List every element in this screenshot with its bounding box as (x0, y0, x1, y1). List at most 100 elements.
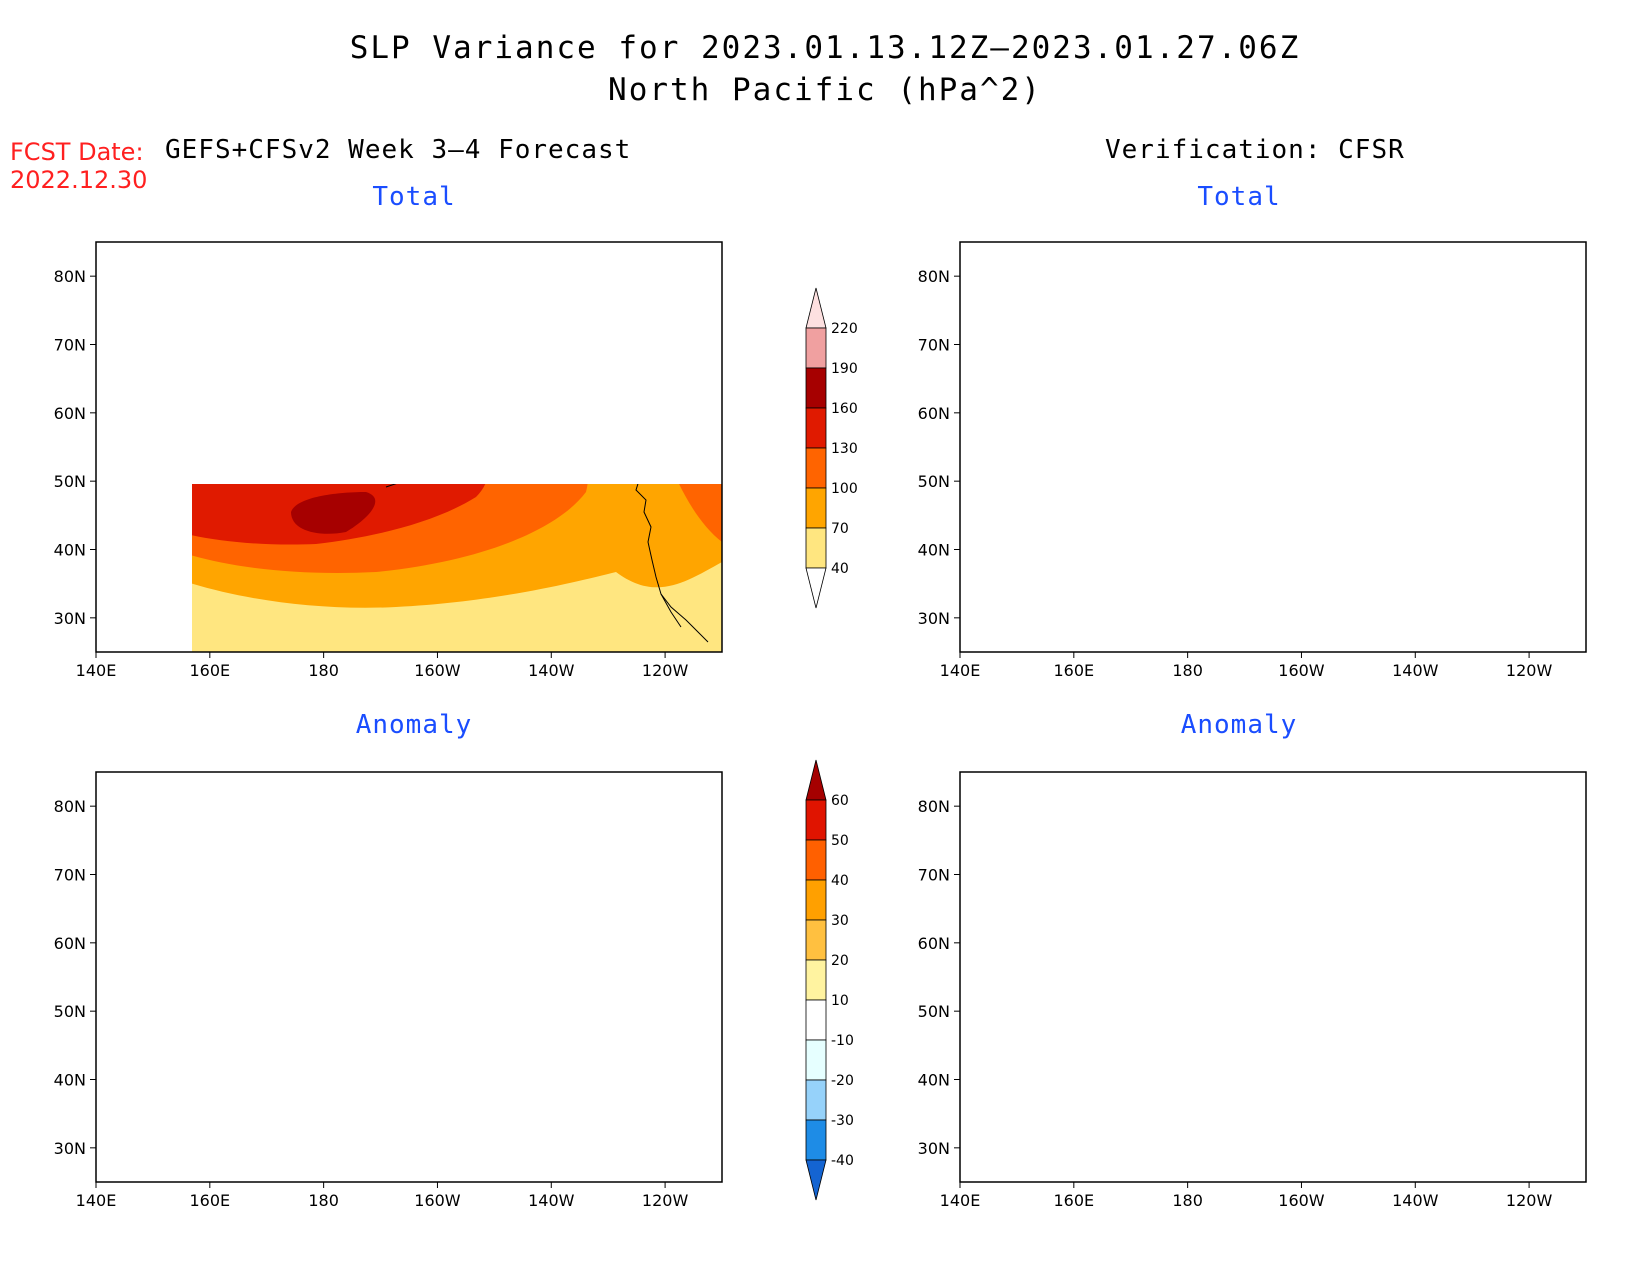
lon-tick-label: 160E (189, 1191, 230, 1210)
lon-tick-label: 140E (76, 1191, 117, 1210)
colorbar-anomaly-box (805, 1039, 827, 1081)
colorbar-anomaly-label: 50 (831, 833, 849, 849)
colorbar-anomaly-box (805, 1079, 827, 1121)
map-forecast-total (95, 241, 723, 653)
fcst-date-label: FCST Date: (10, 138, 144, 166)
colorbar-anomaly-cap-bottom (805, 1159, 827, 1201)
lat-tick-label: 40N (918, 1071, 950, 1090)
map-verification-anomaly (959, 771, 1587, 1183)
lon-tick-label: 140W (528, 661, 575, 680)
lat-tick-label: 30N (54, 1139, 86, 1158)
colorbar-anomaly-box (805, 919, 827, 961)
lon-tick-label: 160W (414, 1191, 461, 1210)
colorbar-anomaly-label: 40 (831, 873, 849, 889)
colorbar-anomaly-label: 60 (831, 793, 849, 809)
colorbar-anomaly-cap-top (805, 759, 827, 801)
colorbar-anomaly-label: 10 (831, 993, 849, 1009)
colorbar-total-box (805, 527, 827, 569)
map-forecast-anomaly (95, 771, 723, 1183)
lon-tick-label: 140E (940, 661, 981, 680)
lat-tick-label: 70N (54, 866, 86, 885)
colorbar-total-label: 130 (831, 441, 858, 457)
colorbar-anomaly-label: -30 (831, 1113, 854, 1129)
lat-tick-label: 30N (54, 609, 86, 628)
panel-title-verification-anomaly: Anomaly (1180, 710, 1298, 740)
colorbar-total-label: 190 (831, 361, 858, 377)
main-title: SLP Variance for 2023.01.13.12Z–2023.01.… (349, 30, 1301, 66)
panel-title-forecast-total: Total (372, 182, 456, 212)
lat-tick-label: 50N (54, 472, 86, 491)
lat-tick-label: 30N (918, 609, 950, 628)
lat-tick-label: 50N (54, 1002, 86, 1021)
lat-tick-label: 70N (54, 336, 86, 355)
lat-tick-label: 70N (918, 336, 950, 355)
colorbar-anomaly-label: -20 (831, 1073, 854, 1089)
verification-column-title: Verification: CFSR (1105, 135, 1405, 165)
lat-tick-label: 60N (918, 404, 950, 423)
lon-tick-label: 160E (1053, 661, 1094, 680)
lat-tick-label: 60N (54, 404, 86, 423)
colorbar-anomaly-box (805, 999, 827, 1041)
lon-tick-label: 140W (1392, 661, 1439, 680)
lon-tick-label: 120W (1506, 1191, 1553, 1210)
main-subtitle: North Pacific (hPa^2) (608, 72, 1042, 108)
lat-tick-label: 40N (54, 1071, 86, 1090)
lon-tick-label: 180 (308, 1191, 339, 1210)
map-axes: 80N 70N 60N 50N 40N 30N 140E 160E 180 160W 140W 120… (54, 267, 1553, 1210)
colorbar-total-box (805, 407, 827, 449)
lat-tick-label: 80N (918, 267, 950, 286)
colorbar-anomaly-label: 20 (831, 953, 849, 969)
lat-tick-label: 60N (54, 934, 86, 953)
colorbar-anomaly-box (805, 839, 827, 881)
lat-tick-label: 30N (918, 1139, 950, 1158)
lon-tick-label: 140E (76, 661, 117, 680)
map-verification-total (959, 241, 1587, 653)
lat-tick-label: 60N (918, 934, 950, 953)
lon-tick-label: 180 (1172, 661, 1203, 680)
colorbar-anomaly-box (805, 1119, 827, 1161)
lon-tick-label: 180 (1172, 1191, 1203, 1210)
forecast-date-block: FCST Date: 2022.12.30 (10, 138, 147, 194)
lat-tick-label: 80N (54, 267, 86, 286)
colorbar-total-cap-bottom (805, 567, 827, 609)
lat-tick-label: 40N (54, 541, 86, 560)
lon-tick-label: 160E (189, 661, 230, 680)
lat-tick-label: 50N (918, 1002, 950, 1021)
colorbar-total-label: 100 (831, 481, 858, 497)
colorbar-total-label: 160 (831, 401, 858, 417)
forecast-column-title: GEFS+CFSv2 Week 3–4 Forecast (165, 135, 632, 165)
colorbar-total-box (805, 447, 827, 489)
lon-tick-label: 120W (642, 1191, 689, 1210)
colorbar-anomaly: -40 -30 -20 -10 10 20 30 40 50 60 (805, 759, 854, 1201)
lon-tick-label: 120W (642, 661, 689, 680)
lon-tick-label: 160W (1278, 661, 1325, 680)
colorbar-anomaly-box (805, 799, 827, 841)
colorbar-total-label: 220 (831, 321, 858, 337)
lat-tick-label: 70N (918, 866, 950, 885)
lat-tick-label: 40N (918, 541, 950, 560)
lon-tick-label: 120W (1506, 661, 1553, 680)
lon-tick-label: 140W (528, 1191, 575, 1210)
colorbar-total: 40 70 100 130 160 190 220 (805, 287, 858, 609)
colorbar-total-box (805, 367, 827, 409)
colorbar-total-label: 70 (831, 521, 849, 537)
colorbar-total-box (805, 327, 827, 369)
lon-tick-label: 160E (1053, 1191, 1094, 1210)
colorbar-total-box (805, 487, 827, 529)
panel-title-forecast-anomaly: Anomaly (355, 710, 473, 740)
colorbar-anomaly-box (805, 959, 827, 1001)
lon-tick-label: 140E (940, 1191, 981, 1210)
fcst-date-value: 2022.12.30 (10, 166, 148, 194)
colorbar-anomaly-box (805, 879, 827, 921)
lon-tick-label: 180 (308, 661, 339, 680)
colorbar-anomaly-label: -40 (831, 1153, 854, 1169)
colorbar-total-cap-top (805, 287, 827, 329)
lon-tick-label: 160W (1278, 1191, 1325, 1210)
colorbar-anomaly-label: -10 (831, 1033, 854, 1049)
lat-tick-label: 80N (918, 797, 950, 816)
lon-tick-label: 160W (414, 661, 461, 680)
colorbar-anomaly-label: 30 (831, 913, 849, 929)
colorbar-total-label: 40 (831, 561, 849, 577)
panel-title-verification-total: Total (1197, 182, 1281, 212)
